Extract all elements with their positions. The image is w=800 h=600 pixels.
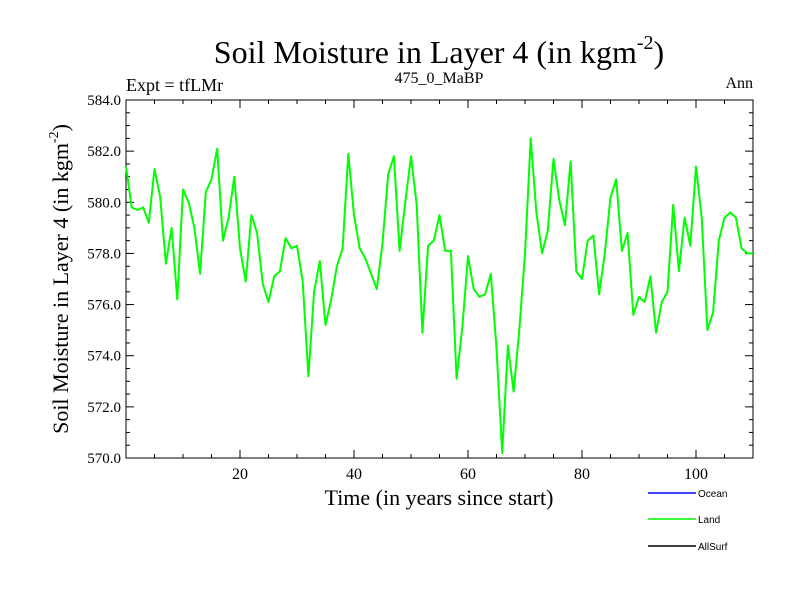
- x-axis-label: Time (in years since start): [325, 485, 554, 510]
- y-axis-label-exponent: -2: [47, 131, 62, 143]
- x-tick-label: 60: [460, 466, 476, 483]
- y-tick-label: 574.0: [87, 349, 121, 365]
- x-tick-label: 20: [232, 466, 248, 483]
- legend-label-ocean: Ocean: [698, 489, 727, 500]
- y-axis-label-main: Soil Moisture in Layer 4 (in kgm: [48, 143, 73, 434]
- axis-ticks: [126, 99, 753, 459]
- y-tick-label: 578.0: [87, 246, 121, 262]
- x-tick-label: 80: [574, 466, 590, 483]
- x-tick-labels: 20 40 60 80 100: [232, 466, 708, 483]
- y-tick-label: 582.0: [87, 144, 121, 160]
- y-tick-labels: 570.0 572.0 574.0 576.0 578.0 580.0 582.0 584.0: [87, 93, 121, 467]
- x-tick-label: 40: [346, 466, 362, 483]
- legend: Ocean Land AllSurf: [648, 489, 728, 553]
- subtitle-left: Expt = tfLMr: [126, 75, 223, 95]
- chart-title: Soil Moisture in Layer 4 (in kgm-2): [214, 32, 664, 70]
- chart-title-exponent: -2: [637, 32, 654, 54]
- y-axis-label-close: ): [48, 124, 73, 131]
- subtitle-center: 475_0_MaBP: [395, 70, 484, 87]
- subtitle-right: Ann: [725, 75, 753, 92]
- y-axis-label: Soil Moisture in Layer 4 (in kgm-2): [47, 124, 73, 434]
- plot-frame: [125, 99, 754, 459]
- y-tick-label: 572.0: [87, 400, 121, 416]
- series-line-land: [125, 137, 753, 454]
- chart-title-main: Soil Moisture in Layer 4 (in kgm: [214, 34, 637, 70]
- y-tick-label: 584.0: [87, 93, 121, 109]
- x-tick-label: 100: [684, 466, 708, 483]
- legend-label-land: Land: [698, 515, 720, 526]
- chart-title-close: ): [654, 34, 665, 70]
- y-tick-label: 570.0: [87, 451, 121, 467]
- y-tick-label: 576.0: [87, 298, 121, 314]
- y-tick-label: 580.0: [87, 195, 121, 211]
- legend-label-allsurf: AllSurf: [698, 542, 728, 553]
